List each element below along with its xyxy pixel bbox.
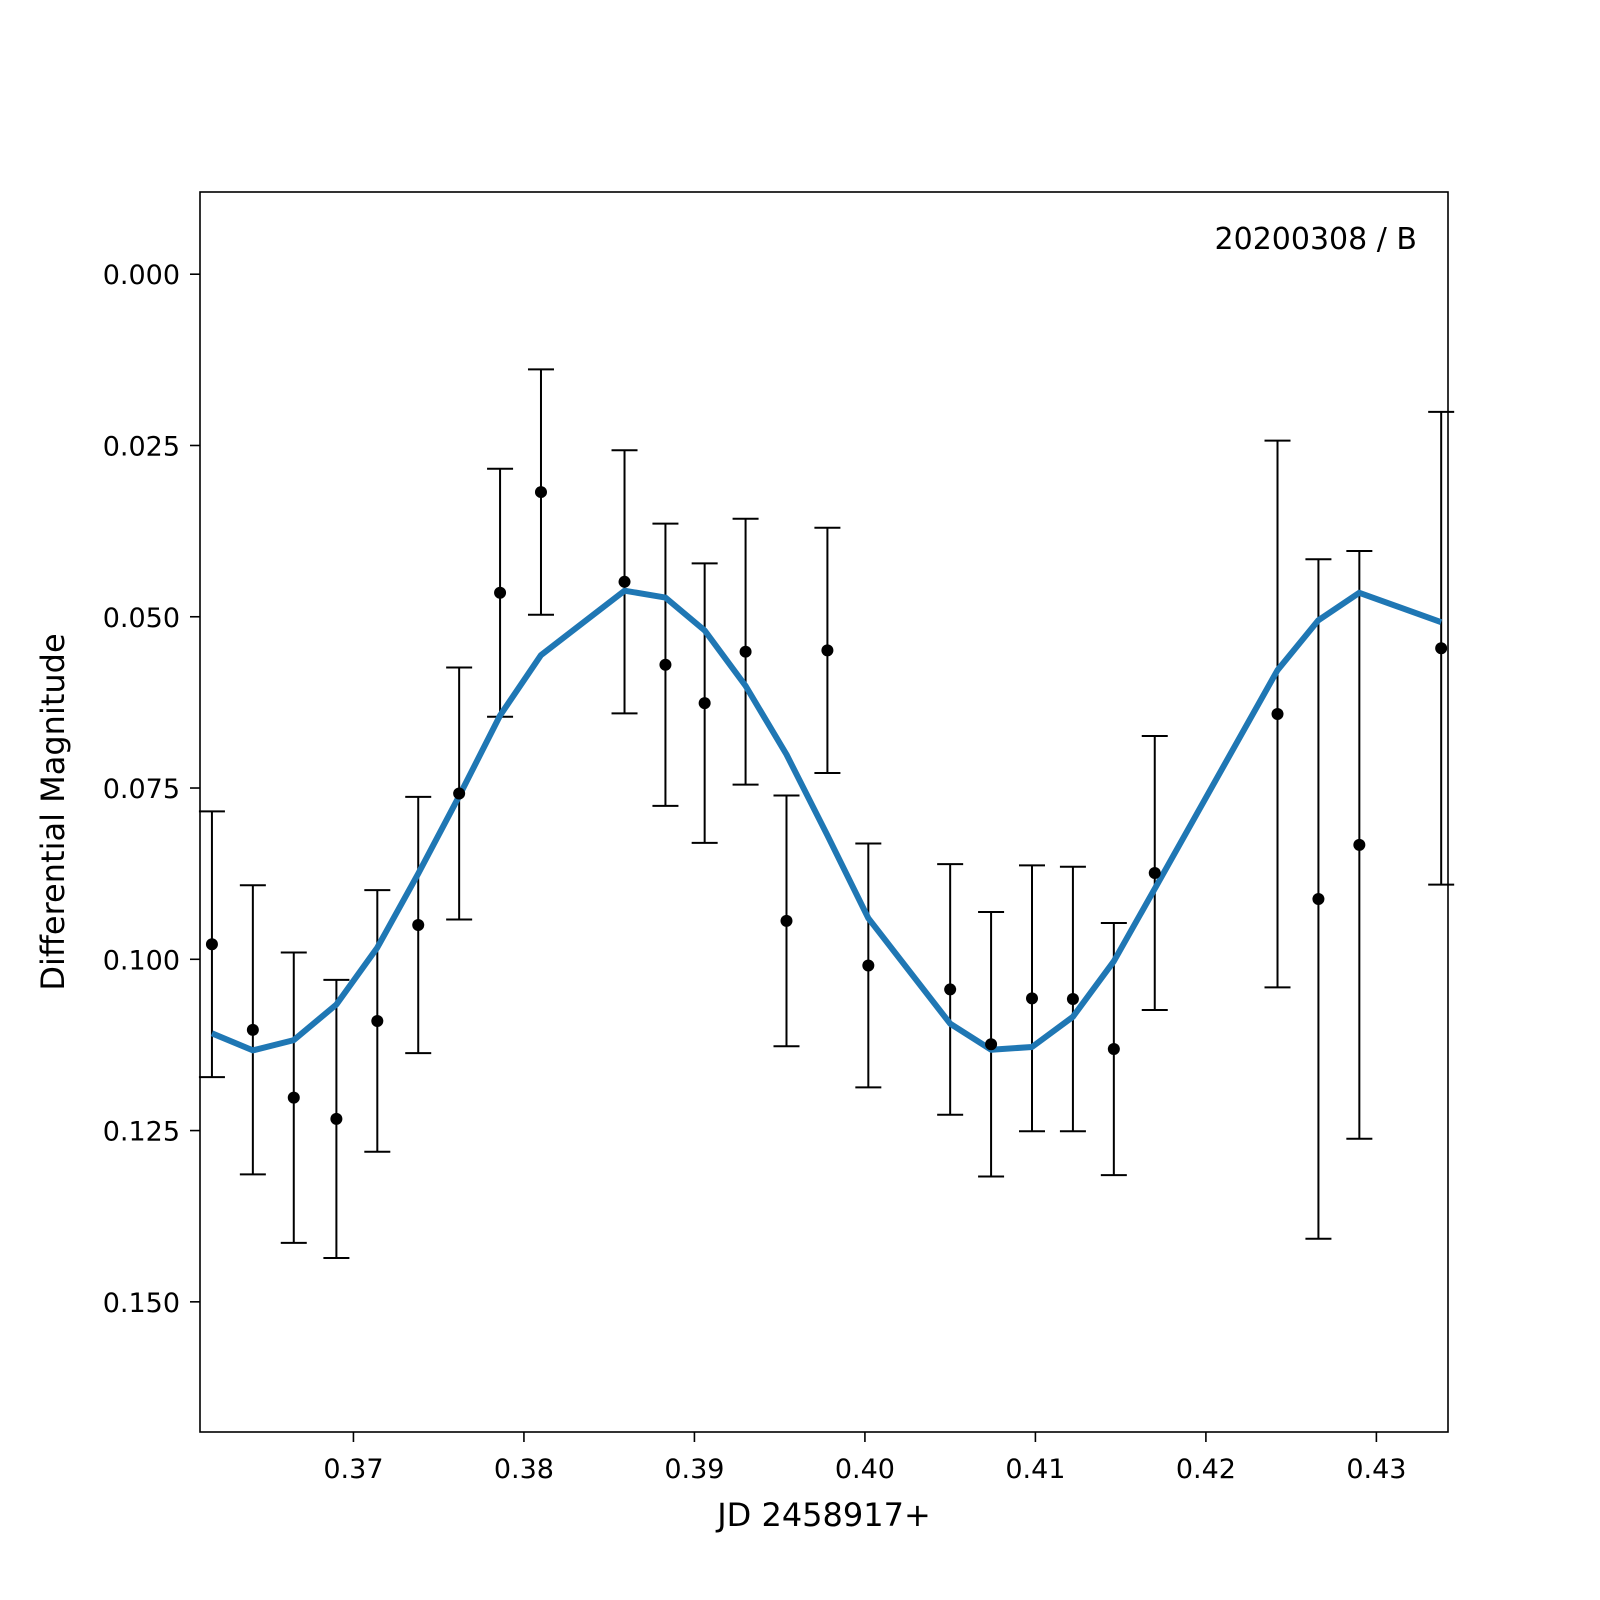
x-axis-label: JD 2458917+ <box>715 1496 931 1534</box>
data-point <box>330 1112 343 1125</box>
data-point <box>739 645 752 658</box>
y-tick-label: 0.150 <box>103 1288 180 1319</box>
data-point <box>618 575 631 588</box>
plot-frame <box>199 191 1449 1433</box>
data-point <box>246 1023 259 1036</box>
data-point <box>1353 838 1366 851</box>
data-point <box>1312 893 1325 906</box>
data-point <box>453 787 466 800</box>
y-tick-label: 0.075 <box>103 774 180 805</box>
x-axis-ticks: 0.37 0.38 0.39 0.40 0.41 0.42 0.43 <box>323 1432 1406 1485</box>
y-axis-ticks: 0.000 0.025 0.050 0.075 0.100 0.125 0.150 <box>103 260 200 1319</box>
y-tick-label: 0.025 <box>103 431 180 462</box>
y-axis-label: Differential Magnitude <box>34 633 72 990</box>
y-tick-label: 0.125 <box>103 1117 180 1148</box>
x-tick-label: 0.38 <box>494 1454 554 1485</box>
x-tick-label: 0.37 <box>323 1454 383 1485</box>
y-tick-label: 0.050 <box>103 603 180 634</box>
data-point <box>862 959 875 972</box>
data-point <box>534 486 547 499</box>
data-point <box>944 983 957 996</box>
x-tick-label: 0.39 <box>664 1454 724 1485</box>
data-point <box>287 1091 300 1104</box>
data-point <box>1026 992 1038 1005</box>
data-point <box>1066 993 1079 1006</box>
data-point <box>1148 866 1161 879</box>
data-point <box>821 644 834 657</box>
data-point <box>659 658 672 671</box>
x-tick-label: 0.40 <box>835 1454 895 1485</box>
data-point <box>412 919 425 932</box>
data-point <box>780 914 793 927</box>
data-point <box>494 586 507 599</box>
y-tick-label: 0.100 <box>103 945 180 976</box>
data-point <box>205 938 218 951</box>
error-bars <box>198 368 1455 1259</box>
model-curve <box>210 587 1443 1054</box>
x-tick-label: 0.43 <box>1346 1454 1406 1485</box>
data-point <box>985 1038 998 1051</box>
x-tick-label: 0.41 <box>1005 1454 1065 1485</box>
data-point <box>1271 708 1284 721</box>
data-point <box>698 697 711 710</box>
data-points <box>205 486 1448 1125</box>
model-curve-layer <box>210 587 1443 1054</box>
data-point <box>1107 1043 1120 1056</box>
x-tick-label: 0.42 <box>1176 1454 1236 1485</box>
data-point <box>371 1014 384 1027</box>
annotation-label: 20200308 / B <box>1215 222 1417 257</box>
data-point <box>1435 642 1448 655</box>
y-tick-label: 0.000 <box>103 260 180 291</box>
